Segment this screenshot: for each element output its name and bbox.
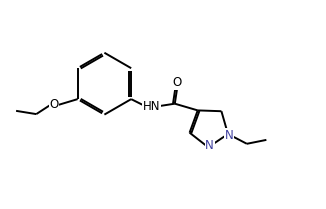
Text: HN: HN — [142, 100, 160, 113]
Text: N: N — [225, 129, 234, 142]
Text: N: N — [205, 139, 214, 153]
Text: O: O — [50, 98, 59, 111]
Text: O: O — [173, 76, 182, 89]
